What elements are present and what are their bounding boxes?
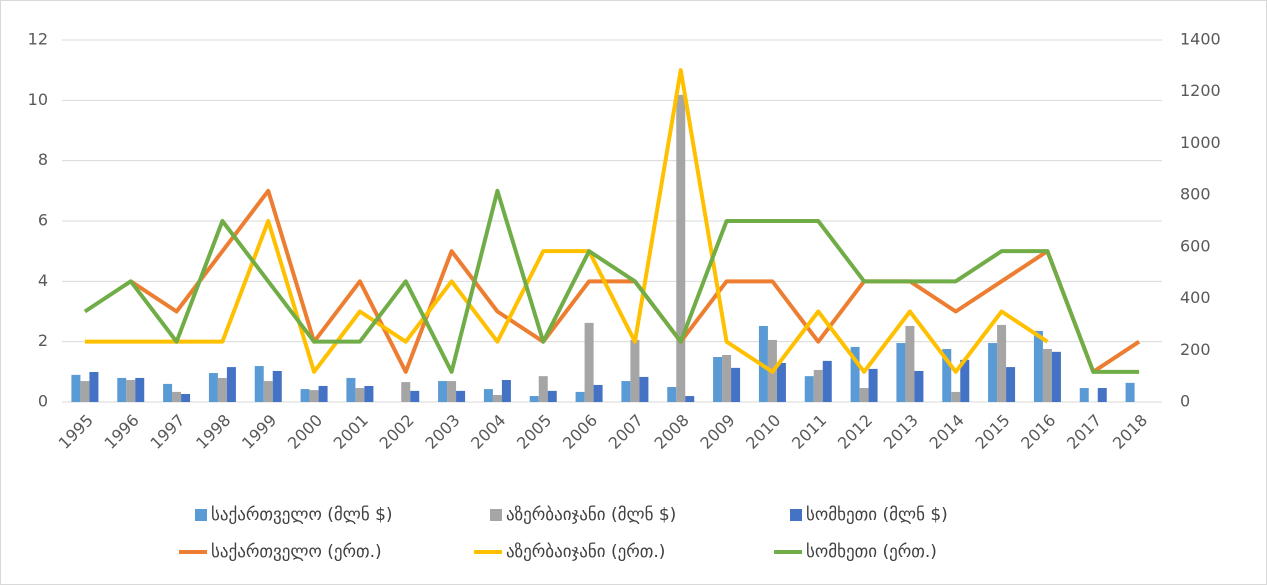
bar [263,381,273,402]
y-tick-label: 6 [38,211,48,230]
bar [1033,330,1043,402]
bar [630,339,640,402]
bar [731,367,741,402]
bar [713,357,723,402]
bar [822,360,832,402]
bar [529,396,539,402]
bar [868,368,878,402]
y2-tick-label: 400 [1180,288,1211,307]
bar [621,381,631,402]
bar [776,362,786,402]
bar [813,369,823,402]
bar [1006,367,1016,402]
bar [126,380,136,402]
legend-label: სომხეთი (ერთ.) [806,542,937,562]
y2-tick-label: 1400 [1180,30,1221,49]
bar [896,343,906,402]
bar [538,376,548,402]
bar [914,370,924,402]
bar [639,376,649,402]
y2-tick-label: 1000 [1180,133,1221,152]
line [83,188,1140,374]
bar [226,367,236,402]
bar [575,391,585,402]
bar [1051,351,1061,402]
bar [71,374,81,402]
bar [217,377,227,402]
bar [584,322,594,402]
legend-label: სომხეთი (მლნ $) [806,505,948,525]
bar [447,381,457,402]
bar [722,354,732,402]
bar [483,389,493,402]
y2-tick-label: 800 [1180,185,1211,204]
bar [456,390,466,402]
bar [492,395,502,402]
bar [850,346,860,402]
legend-label: საქართველო (მლნ $) [211,505,393,525]
y2-tick-label: 1200 [1180,81,1221,100]
y2-tick-label: 0 [1180,392,1190,411]
bar [438,381,448,402]
bar [960,359,970,402]
bar [859,388,869,402]
bar [117,377,127,402]
bar [951,391,961,402]
bar [80,381,90,402]
bar [346,377,356,402]
bar [355,388,365,402]
bar [942,348,952,402]
bar [997,324,1007,402]
bar [1042,348,1052,402]
legend-label: საქართველო (ერთ.) [211,542,382,562]
bar [988,343,998,402]
bar [410,390,420,402]
bar [181,393,191,402]
bar [172,391,182,402]
legend-swatch [790,509,802,521]
bar [1079,388,1089,402]
bar [501,380,511,402]
bar [804,376,814,402]
bar [401,382,411,402]
bar [676,94,686,403]
y-tick-label: 12 [28,30,48,49]
y-tick-label: 0 [38,392,48,411]
bar [905,325,915,402]
bar [89,372,99,402]
y-tick-label: 10 [28,90,48,109]
bar [163,383,173,402]
y-tick-label: 4 [38,271,48,290]
legend-swatch [195,509,207,521]
y-tick-label: 2 [38,331,48,350]
y2-tick-label: 600 [1180,236,1211,255]
bar [300,389,310,402]
bar [254,366,264,402]
bar [1125,382,1135,402]
bar [593,384,603,402]
bar [364,385,374,402]
bar [309,390,319,402]
bar [272,370,282,402]
bar [685,396,695,402]
line [84,68,1049,374]
legend-label: აზერბაიჯანი (მლნ $) [506,505,676,525]
bar [208,373,218,402]
y2-tick-label: 200 [1180,340,1211,359]
legend-swatch [490,509,502,521]
bar [318,385,328,402]
bar [1097,388,1107,402]
bar [667,387,677,402]
legend-label: აზერბაიჯანი (ერთ.) [506,542,665,562]
bar [547,390,557,402]
bar [135,377,145,402]
y-tick-label: 8 [38,150,48,169]
